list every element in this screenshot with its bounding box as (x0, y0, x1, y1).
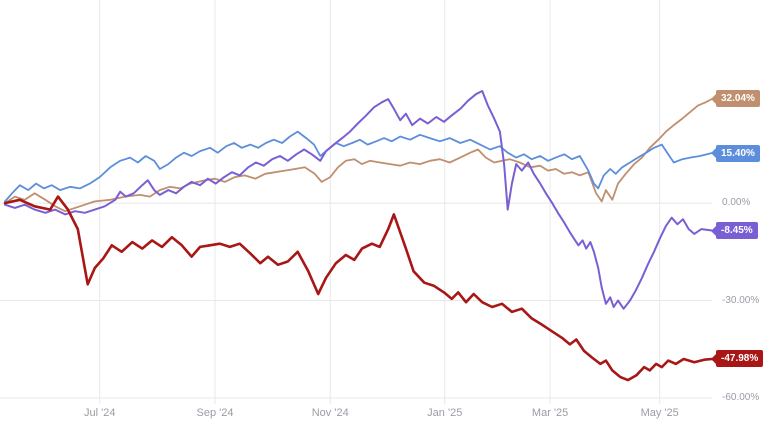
line-blue-series (4, 130, 713, 203)
badge-pointer-icon (711, 93, 716, 104)
badge-pointer-icon (711, 225, 716, 236)
x-axis-tick-label: Jan '25 (427, 407, 463, 419)
x-axis-tick-label: Mar '25 (531, 407, 569, 419)
y-axis-tick-label: -60.00% (722, 392, 760, 403)
x-axis-tick-label: May '25 (640, 407, 679, 419)
last-value-badge-blue-series: 15.40% (711, 144, 760, 162)
x-axis-tick-label: Sep '24 (196, 407, 234, 419)
last-value-badge-tan-series: 32.04% (711, 90, 760, 108)
line-purple-series (4, 90, 713, 310)
x-axis-tick-label: Nov '24 (311, 407, 349, 419)
badge-value-text: 15.40% (721, 147, 755, 159)
last-value-badge-purple-series: -8.45% (711, 222, 758, 240)
last-value-badge-red-series: -47.98% (711, 350, 764, 368)
y-axis-tick-label: 0.00% (722, 197, 751, 209)
line-tan-series (4, 98, 713, 213)
x-axis-tick-label: Jul '24 (84, 407, 116, 419)
line-red-series (3, 195, 714, 382)
badge-value-text: 32.04% (721, 93, 755, 105)
badge-pointer-icon (711, 353, 716, 364)
badge-pointer-icon (711, 148, 716, 159)
y-axis-tick-label: -30.00% (722, 294, 760, 306)
badge-value-text: -47.98% (721, 353, 759, 365)
badge-value-text: -8.45% (721, 225, 753, 237)
